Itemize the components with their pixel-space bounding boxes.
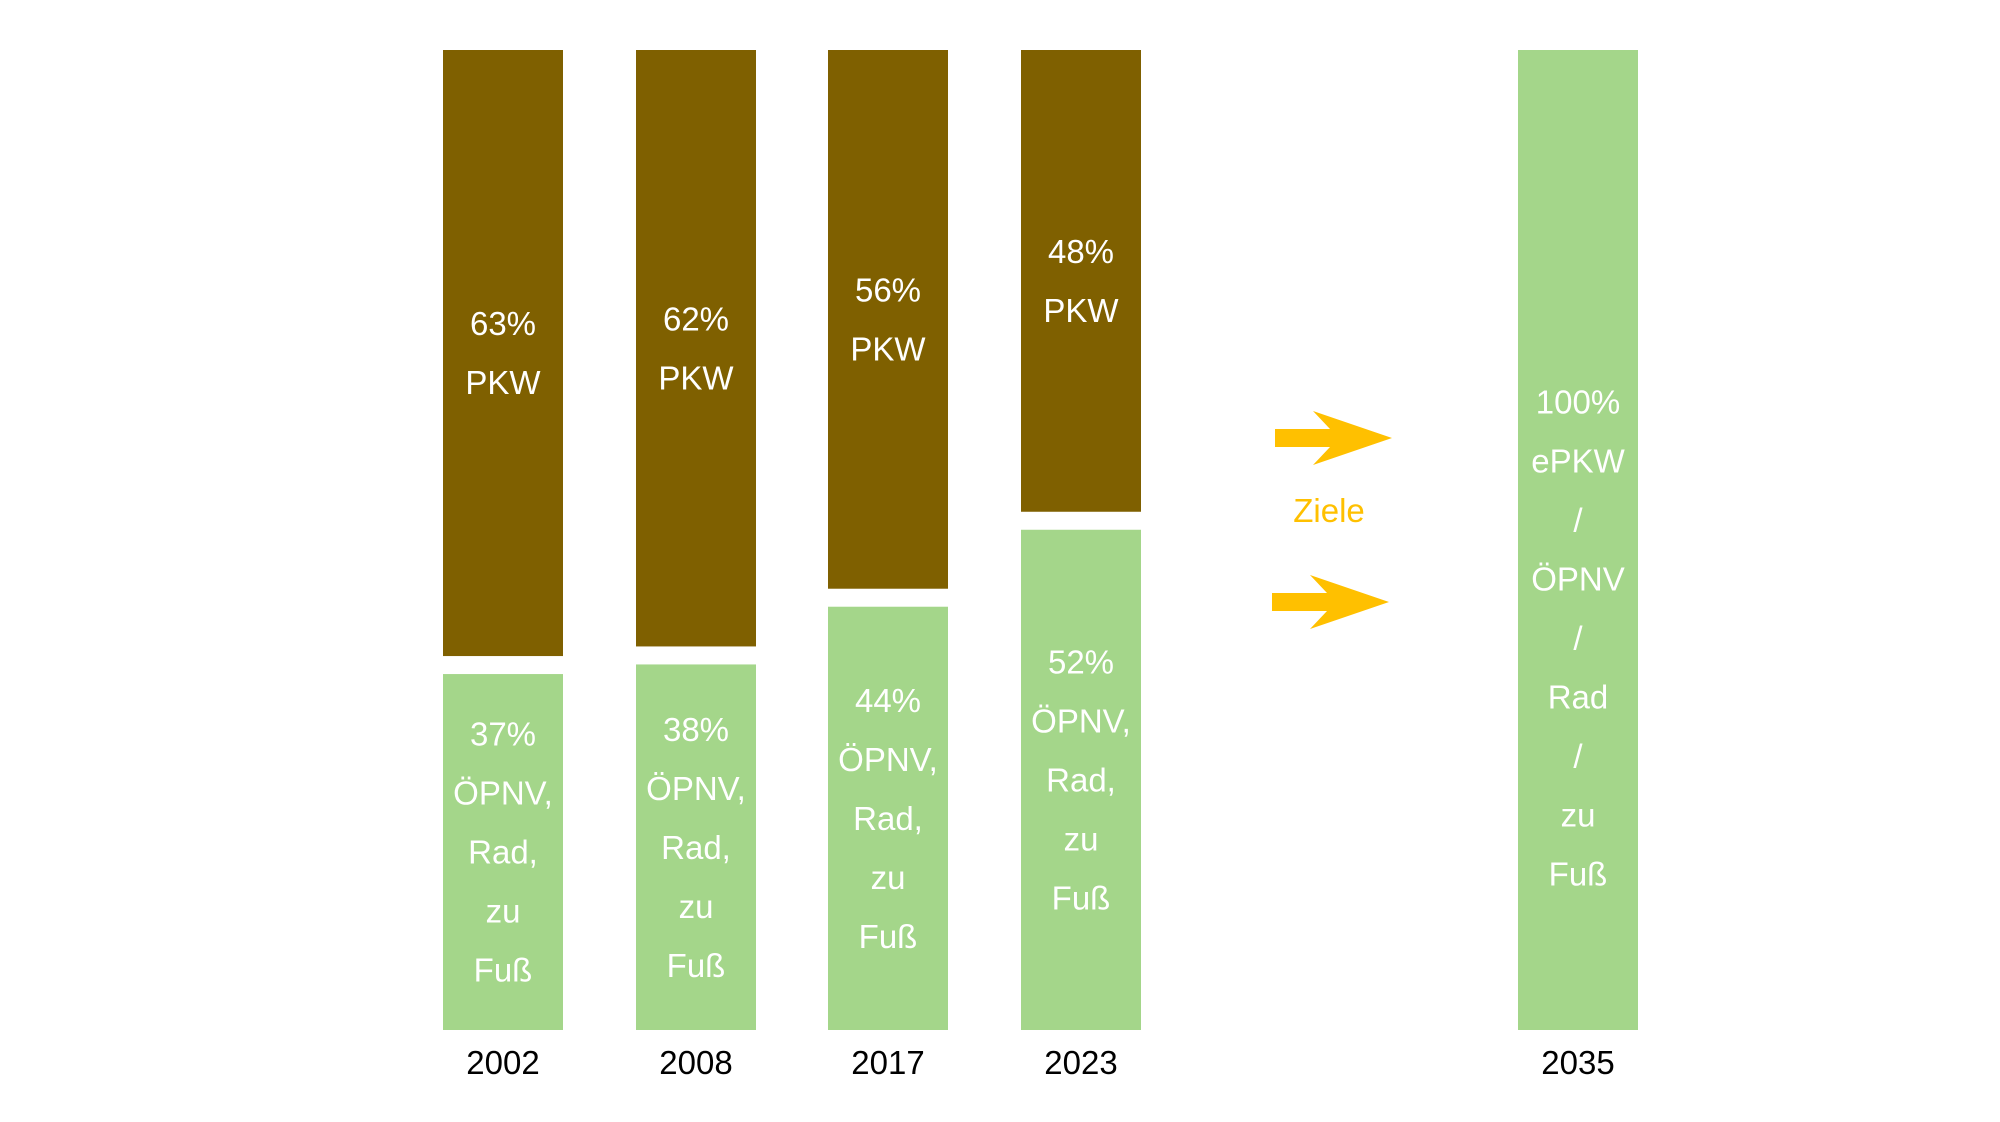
- bar-label-target: 100%: [1536, 384, 1620, 421]
- annotation-label: Ziele: [1293, 492, 1365, 529]
- x-tick-label: 2008: [659, 1044, 732, 1081]
- bar-label-oepnv: Rad,: [853, 800, 923, 837]
- bar-label-oepnv: zu: [871, 859, 906, 896]
- bar-segment-pkw: [1021, 50, 1141, 512]
- bar-label-oepnv: Fuß: [859, 918, 918, 955]
- bar-label-oepnv: ÖPNV,: [453, 775, 553, 812]
- x-tick-label: 2023: [1044, 1044, 1117, 1081]
- bar-label-oepnv: ÖPNV,: [1031, 702, 1131, 739]
- bar-label-oepnv: Fuß: [1052, 879, 1111, 916]
- bar-segment-target: [1518, 50, 1638, 1030]
- bar-segment-oepnv: [443, 674, 563, 1030]
- arrow-right-icon: [1275, 411, 1392, 465]
- bar-label-target: ÖPNV: [1531, 561, 1625, 598]
- bar-label-pkw: PKW: [658, 359, 734, 396]
- bar-label-oepnv: Rad,: [468, 834, 538, 871]
- bar-label-oepnv: 37%: [470, 716, 536, 753]
- bar-segment-pkw: [828, 50, 948, 589]
- bar-label-oepnv: 38%: [663, 711, 729, 748]
- bar-label-pkw: 56%: [855, 271, 921, 308]
- bar-label-oepnv: zu: [1064, 820, 1099, 857]
- bar-label-oepnv: Rad,: [661, 829, 731, 866]
- bar-labels: 63% PKW 37% ÖPNV, Rad, zu Fuß 62% PKW 38% ÖPNV, Rad…: [453, 233, 1625, 989]
- bar-label-oepnv: 44%: [855, 682, 921, 719]
- bar-label-pkw: PKW: [1043, 292, 1119, 329]
- bar-label-oepnv: 52%: [1048, 643, 1114, 680]
- x-tick-label: 2002: [466, 1044, 539, 1081]
- bar-label-target: Fuß: [1549, 856, 1608, 893]
- bar-label-pkw: PKW: [465, 364, 541, 401]
- annotation: Ziele: [1272, 411, 1392, 629]
- bar-label-oepnv: zu: [486, 893, 521, 930]
- bar-label-target: /: [1573, 738, 1583, 775]
- bar-label-oepnv: Fuß: [667, 947, 726, 984]
- bar-segment-oepnv: [828, 606, 948, 1030]
- bars: [443, 50, 1638, 1030]
- bar-label-pkw: 62%: [663, 300, 729, 337]
- bar-label-pkw: PKW: [850, 330, 926, 367]
- x-tick-labels: 2002 2008 2017 2023 2035: [466, 1044, 1614, 1081]
- bar-label-target: ePKW: [1531, 443, 1625, 480]
- bar-segment-oepnv: [1021, 529, 1141, 1030]
- x-tick-label: 2017: [851, 1044, 924, 1081]
- x-tick-label: 2035: [1541, 1044, 1614, 1081]
- bar-label-pkw: 48%: [1048, 233, 1114, 270]
- bar-segment-oepnv: [636, 664, 756, 1030]
- bar-label-target: zu: [1561, 797, 1596, 834]
- bar-label-oepnv: ÖPNV,: [646, 770, 746, 807]
- bar-label-target: /: [1573, 502, 1583, 539]
- bar-label-oepnv: Rad,: [1046, 761, 1116, 798]
- bar-segment-pkw: [636, 50, 756, 647]
- bar-label-oepnv: ÖPNV,: [838, 741, 938, 778]
- bar-label-oepnv: zu: [679, 888, 714, 925]
- bar-label-target: Rad: [1548, 679, 1609, 716]
- arrow-right-icon: [1272, 575, 1389, 629]
- bar-label-oepnv: Fuß: [474, 952, 533, 989]
- bar-segment-pkw: [443, 50, 563, 657]
- bar-label-pkw: 63%: [470, 305, 536, 342]
- bar-label-target: /: [1573, 620, 1583, 657]
